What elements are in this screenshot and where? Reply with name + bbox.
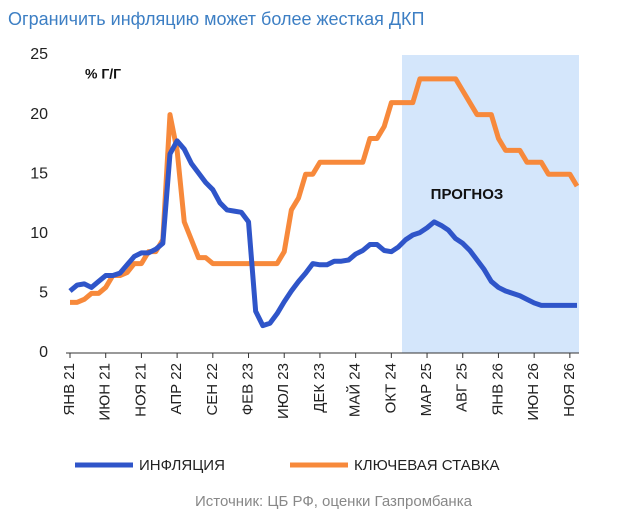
y-axis-label: % Г/Г [85, 66, 121, 82]
y-tick-label: 15 [30, 165, 48, 182]
source: Источник: ЦБ РФ, оценки Газпромбанка [195, 493, 473, 510]
x-tick-label: МАР 25 [418, 363, 435, 416]
x-tick-label: ЯНВ 21 [61, 363, 78, 416]
x-tick-label: ФЕВ 23 [239, 363, 256, 415]
y-tick-label: 10 [30, 225, 48, 242]
chart-title: Ограничить инфляцию может более жесткая … [8, 9, 424, 29]
series-line [68, 138, 577, 329]
x-tick-label: ИЮН 26 [525, 363, 542, 421]
x-tick-label: НОЯ 21 [132, 363, 149, 417]
y-tick-label: 20 [30, 106, 48, 123]
x-tick-label: АПР 22 [168, 363, 185, 414]
x-tick-label: ИЮН 21 [97, 363, 114, 421]
forecast-annotation: ПРОГНОЗ [431, 186, 504, 203]
y-tick-label: 25 [30, 46, 48, 63]
x-tick-label: АВГ 25 [454, 363, 471, 412]
y-tick-label: 0 [39, 344, 48, 361]
x-tick-label: ИЮЛ 23 [275, 363, 292, 419]
y-tick-label: 5 [39, 285, 48, 302]
x-tick-label: ОКТ 24 [382, 363, 399, 413]
x-tick-label: НОЯ 26 [561, 363, 578, 417]
x-tick-label: МАЙ 24 [346, 363, 364, 417]
x-tick-label: ЯНВ 26 [489, 363, 506, 416]
legend-label: ИНФЛЯЦИЯ [139, 457, 225, 474]
x-tick-label: СЕН 22 [204, 363, 221, 416]
x-tick-label: ДЕК 23 [311, 363, 328, 413]
legend-label: КЛЮЧЕВАЯ СТАВКА [354, 457, 500, 474]
forecast-region [402, 55, 579, 353]
